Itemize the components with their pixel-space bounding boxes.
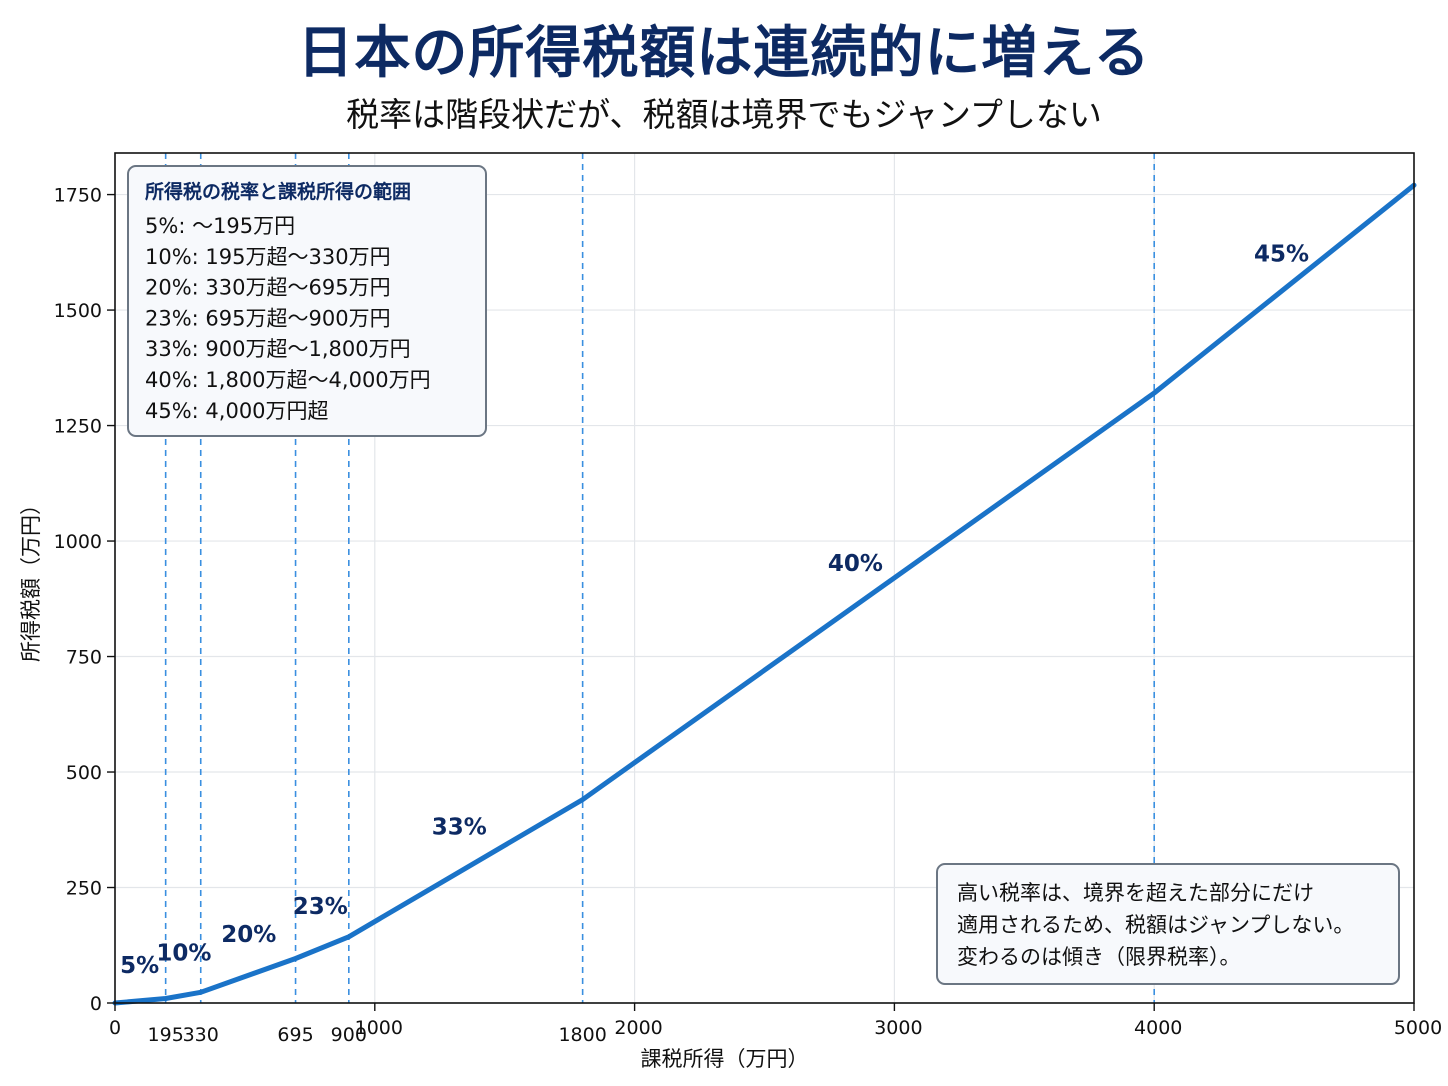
y-tick-label: 1000 [54, 531, 102, 553]
rate-label: 20% [221, 922, 276, 948]
rate-label: 40% [828, 551, 883, 577]
legend-items: 5%: 〜195万円 10%: 195万超〜330万円 20%: 330万超〜695… [145, 214, 431, 423]
plot-frame [114, 152, 1415, 1004]
boundary-label-900: 900 [331, 1024, 367, 1046]
legend-item: 40%: 1,800万超〜4,000万円 [145, 368, 431, 392]
rate-label: 45% [1254, 242, 1309, 268]
y-tick-label: 1500 [54, 300, 102, 322]
page-subtitle: 税率は階段状だが、税額は境界でもジャンプしない [346, 95, 1102, 134]
x-axis-label: 課税所得（万円） [641, 1047, 809, 1071]
rate-label: 23% [293, 894, 348, 920]
boundary-label-330: 330 [183, 1024, 219, 1046]
x-tick-label: 2000 [614, 1017, 662, 1039]
y-tick-label: 1250 [54, 416, 102, 438]
note-line: 高い税率は、境界を超えた部分にだけ [957, 881, 1314, 905]
x-tick-label: 5000 [1394, 1017, 1442, 1039]
note-frame [936, 863, 1400, 985]
rate-label: 10% [156, 941, 211, 967]
legend-item: 5%: 〜195万円 [145, 214, 295, 238]
y-tick-label: 250 [66, 878, 102, 900]
legend-item: 20%: 330万超〜695万円 [145, 276, 391, 300]
x-tick-label: 1000 [355, 1017, 403, 1039]
boundary-label-1800: 1800 [558, 1024, 606, 1046]
note-line: 適用されるため、税額はジャンプしない。 [957, 913, 1354, 937]
legend-box: 所得税の税率と課税所得の範囲 5%: 〜195万円 10%: 195万超〜330万… [127, 165, 487, 437]
boundary-label-195: 195 [148, 1024, 184, 1046]
y-tick-label: 0 [90, 993, 102, 1015]
page-title: 日本の所得税額は連続的に増える [297, 21, 1151, 86]
legend-title: 所得税の税率と課税所得の範囲 [145, 180, 411, 203]
x-tick-label: 0 [109, 1017, 121, 1039]
y-tick-label: 1750 [54, 185, 102, 207]
legend-item: 23%: 695万超〜900万円 [145, 306, 391, 330]
boundary-lines [164, 153, 1155, 1003]
y-tick-label: 500 [66, 762, 102, 784]
legend-item: 45%: 4,000万円超 [145, 399, 329, 423]
legend-item: 33%: 900万超〜1,800万円 [145, 337, 411, 361]
y-tick-label: 750 [66, 647, 102, 669]
note-lines: 高い税率は、境界を超えた部分にだけ適用されるため、税額はジャンプしない。変わるの… [957, 881, 1354, 969]
note-box: 高い税率は、境界を超えた部分にだけ適用されるため、税額はジャンプしない。変わるの… [936, 863, 1400, 985]
x-tick-label: 3000 [874, 1017, 922, 1039]
rate-label: 5% [120, 953, 159, 979]
tick-layer: 0 250 500 750 1000 1250 1500 1750 0 1000 2000 3000 4… [54, 185, 1443, 1046]
note-line: 変わるのは傾き（限界税率）。 [957, 945, 1241, 969]
y-axis-label: 所得税額（万円） [19, 494, 43, 662]
legend-item: 10%: 195万超〜330万円 [145, 245, 391, 269]
tax-amount-line [112, 182, 1417, 1006]
boundary-label-695: 695 [277, 1024, 313, 1046]
legend-frame [127, 165, 487, 437]
x-tick-label: 4000 [1134, 1017, 1182, 1039]
rate-label: 33% [432, 814, 487, 840]
rate-labels: 5%10% 20% 23% 33% 40% 45% [120, 242, 1309, 979]
